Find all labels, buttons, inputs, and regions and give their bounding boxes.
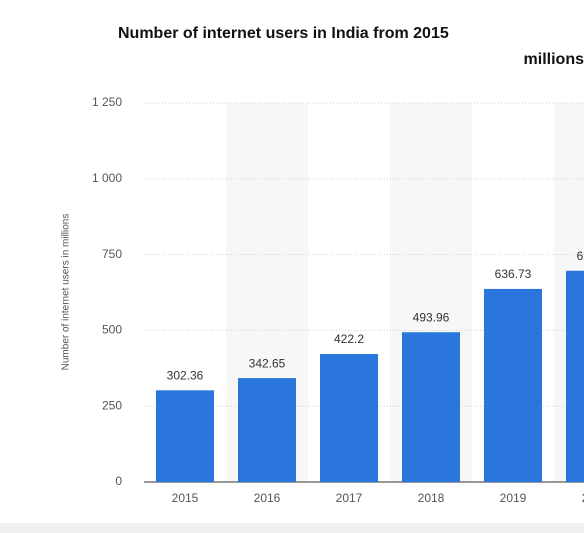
y-tick-label: 1 000: [92, 171, 122, 185]
value-label: 696.77: [577, 249, 584, 263]
y-tick-label: 750: [102, 247, 122, 261]
bar: [156, 390, 214, 482]
value-label: 636.73: [495, 267, 532, 281]
y-tick-label: 250: [102, 398, 122, 412]
value-label: 342.65: [249, 356, 286, 370]
y-tick-label: 1 250: [92, 95, 122, 109]
value-label: 493.96: [413, 310, 450, 324]
value-label: 422.2: [334, 332, 364, 346]
bar: [238, 378, 296, 482]
x-tick-label: 2015: [172, 491, 199, 505]
bar: [402, 332, 460, 482]
y-tick-label: 0: [115, 474, 122, 488]
x-tick-label: 2020: [582, 491, 584, 505]
bar: [484, 288, 542, 482]
x-tick-label: 2016: [254, 491, 281, 505]
footer-band: [0, 523, 584, 533]
chart-subtitle: millions: [524, 51, 584, 68]
y-axis-label: Number of internet users in millions: [61, 214, 72, 371]
x-tick-label: 2018: [418, 491, 445, 505]
value-label: 302.36: [167, 368, 204, 382]
y-tick-label: 500: [102, 323, 122, 337]
bar: [566, 270, 584, 482]
bar: [320, 353, 378, 482]
x-tick-label: 2017: [336, 491, 363, 505]
chart-title: Number of internet users in India from 2…: [118, 25, 449, 42]
x-tick-label: 2019: [500, 491, 527, 505]
